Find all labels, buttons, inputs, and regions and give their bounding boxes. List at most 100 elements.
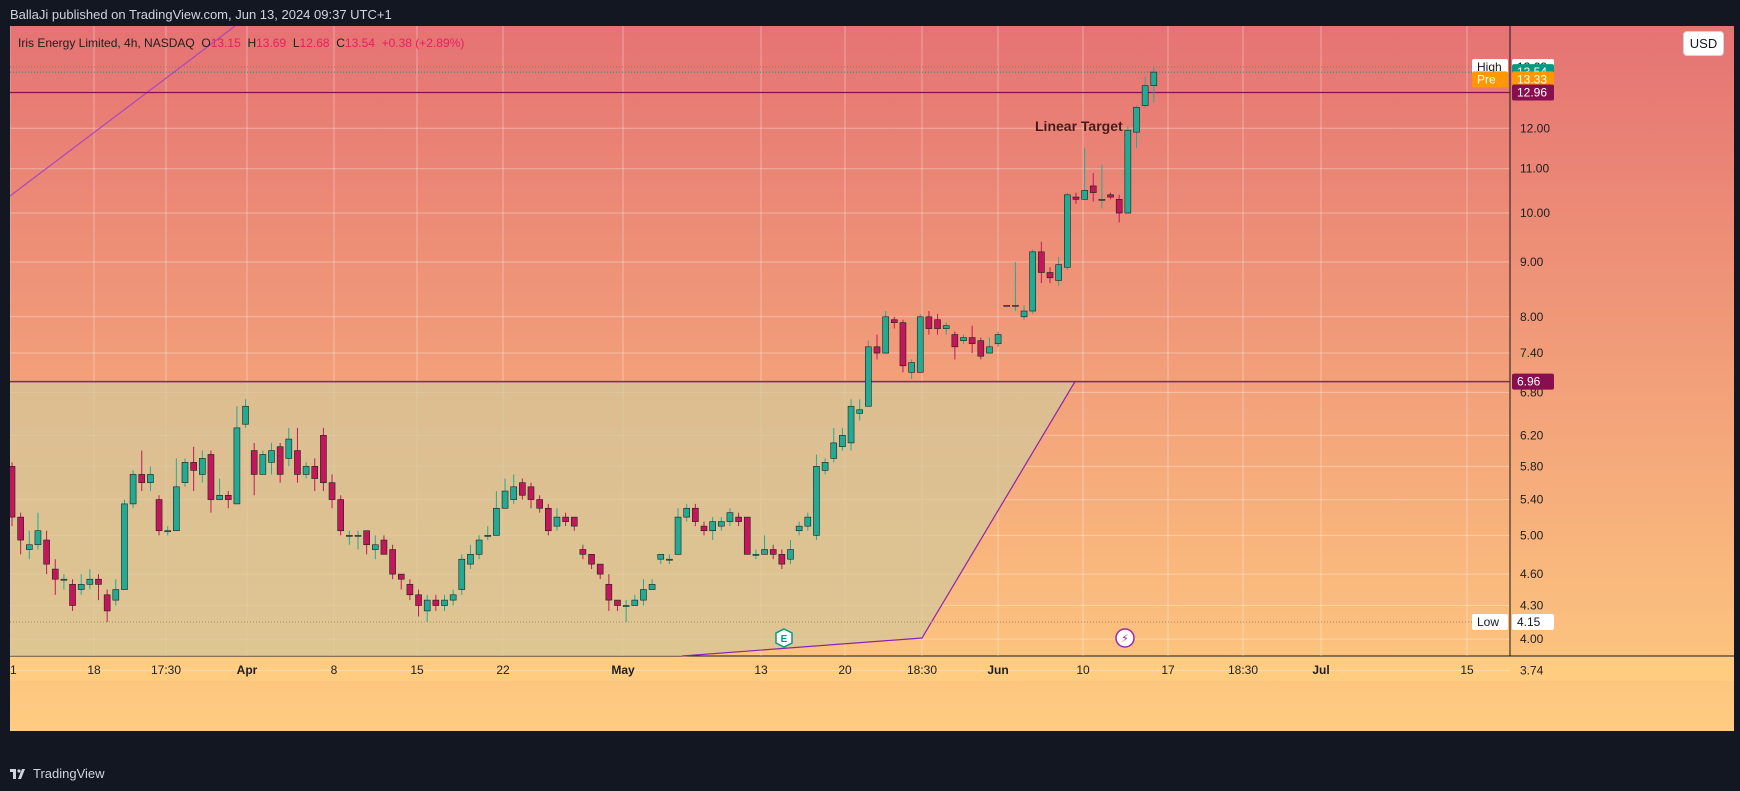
candle	[207, 450, 215, 513]
candle-body	[441, 599, 448, 606]
candle-body	[190, 462, 197, 471]
candle	[709, 517, 716, 541]
candle	[553, 508, 561, 531]
candle	[925, 311, 933, 335]
candle-body	[501, 490, 509, 509]
candle-body	[346, 535, 353, 537]
candle	[804, 512, 812, 531]
candle	[406, 579, 414, 601]
candle	[86, 569, 94, 590]
candle	[311, 458, 319, 492]
price-tick-label: 9.00	[1520, 255, 1544, 269]
event-markers[interactable]: E ⚡	[775, 628, 1135, 648]
candle	[103, 589, 111, 622]
candle-body	[960, 337, 967, 341]
symbol-name[interactable]: Iris Energy Limited, 4h, NASDAQ	[18, 36, 195, 50]
candle	[337, 495, 345, 536]
time-tick-label: 17:30	[151, 663, 181, 677]
price-tick-label: 12.00	[1520, 121, 1550, 135]
candle-body	[276, 446, 284, 475]
candle-body	[925, 316, 933, 329]
candle-body	[121, 503, 128, 590]
time-tick-label: 15	[1460, 663, 1474, 677]
candle	[787, 540, 794, 565]
candle	[570, 516, 578, 531]
candle	[155, 495, 163, 536]
low-price-tag-box	[1512, 614, 1554, 630]
candle	[276, 442, 284, 483]
high-side-tag-text: High	[1477, 60, 1502, 74]
candle	[683, 503, 691, 522]
candle-body	[164, 530, 171, 533]
candle-body	[10, 466, 16, 518]
candle-body	[968, 337, 976, 345]
candle	[994, 331, 1002, 347]
candle-body	[916, 316, 924, 373]
candle-body	[519, 482, 526, 496]
earnings-marker-text: E	[781, 634, 788, 645]
time-tick-label: 18	[87, 663, 101, 677]
earnings-marker-icon[interactable]: E	[775, 628, 793, 648]
candle-body	[813, 466, 820, 536]
low-label: L	[292, 36, 300, 50]
candle-body	[804, 516, 812, 527]
high-label: H	[247, 36, 257, 50]
candle-body	[147, 474, 154, 483]
candle	[380, 535, 388, 555]
candle	[1150, 67, 1158, 103]
candle	[562, 512, 569, 527]
candle-body	[17, 516, 24, 541]
pre-price-tag-box	[1512, 71, 1554, 88]
candle-body	[129, 474, 137, 505]
candle	[147, 466, 154, 492]
time-tick-label: 18:30	[907, 663, 937, 677]
candle-body	[717, 521, 725, 527]
currency-button[interactable]: USD	[1683, 31, 1724, 56]
candle-body	[951, 334, 959, 348]
trend-line	[10, 26, 236, 197]
high-side-tag: High	[1472, 59, 1508, 75]
time-axis-background	[10, 656, 1734, 681]
candle	[1003, 305, 1011, 307]
candle-body	[1089, 185, 1097, 193]
pre-side-tag-text: Pre	[1477, 72, 1496, 86]
candle	[735, 512, 742, 527]
candle	[1141, 76, 1149, 108]
candle-body	[1003, 305, 1011, 307]
candle	[415, 589, 422, 617]
candle-body	[155, 499, 163, 532]
price-chart[interactable]: Linear Target 3.74 4.00 4.30 4.60 5.00 5.40 5.…	[10, 26, 1734, 756]
candle-body	[761, 549, 768, 555]
footer-brand: TradingView	[10, 766, 105, 781]
chart-frame[interactable]: Linear Target 3.74 4.00 4.30 4.60 5.00 5.40 5.…	[10, 26, 1734, 756]
price-tick-label: 8.00	[1520, 310, 1544, 324]
candle	[1029, 249, 1037, 314]
candle	[890, 316, 898, 329]
candle	[519, 478, 526, 500]
dividend-marker-icon[interactable]: ⚡	[1115, 628, 1135, 648]
candle	[493, 491, 500, 536]
time-tick-label: 22	[496, 663, 510, 677]
candle	[856, 399, 864, 421]
candle	[354, 530, 362, 550]
candle	[899, 319, 907, 373]
candle-body	[709, 521, 716, 532]
candle-body	[830, 442, 838, 459]
candle-body	[1124, 129, 1132, 214]
time-axis[interactable]: 1 18 17:30 Apr 8 15 22 May 13 20 18:30 Jun 10 17 18:30…	[10, 663, 1474, 677]
candle	[700, 521, 708, 536]
candle-body	[181, 462, 189, 483]
time-tick-label: 18:30	[1228, 663, 1258, 677]
candle	[10, 462, 16, 527]
candle-body	[873, 346, 881, 354]
high-side-tag-box	[1472, 59, 1508, 75]
candle	[233, 406, 241, 505]
time-tick-label: 15	[410, 663, 424, 677]
candle-body	[890, 319, 898, 323]
candle	[389, 544, 396, 580]
candle-body	[224, 494, 232, 500]
candle-body	[1012, 305, 1019, 307]
candle-body	[467, 554, 474, 565]
candle-body	[397, 573, 405, 580]
candle-body	[856, 409, 864, 414]
